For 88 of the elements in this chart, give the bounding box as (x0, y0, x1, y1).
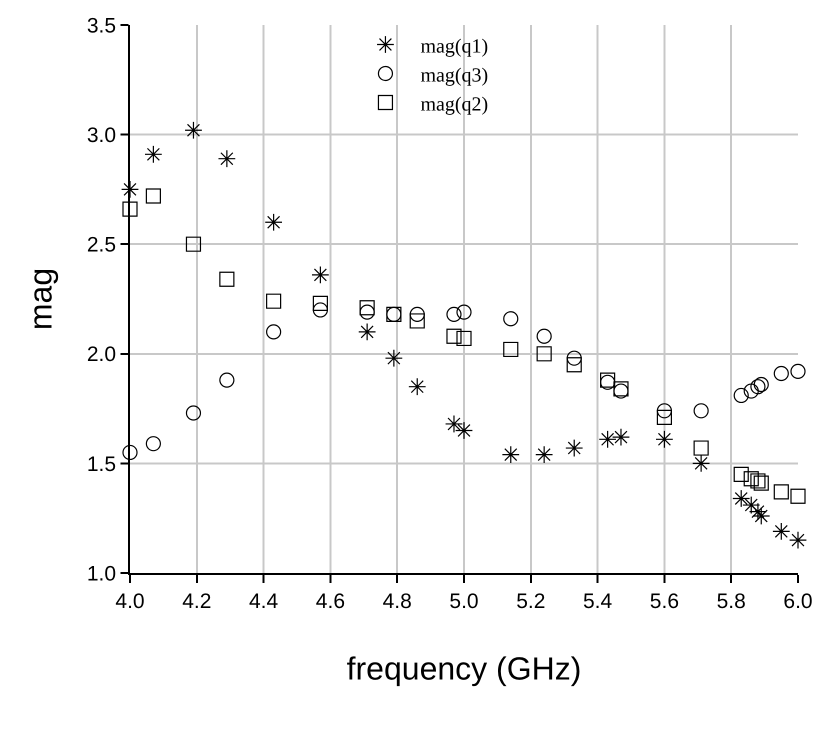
point (456, 330, 472, 346)
point (656, 403, 672, 418)
point (144, 145, 162, 164)
point (455, 422, 473, 440)
point (692, 454, 710, 472)
legend-label: mag(q2) (420, 93, 488, 116)
y-tick-label: 2.5 (86, 234, 116, 257)
y-tick-label: 1.0 (86, 562, 116, 586)
point (503, 311, 518, 326)
point (121, 180, 139, 198)
point (750, 473, 766, 489)
x-tick-label: 5.2 (516, 590, 546, 613)
point (312, 302, 328, 318)
point (502, 446, 520, 464)
x-tick-label: 4.2 (182, 590, 212, 613)
point (146, 188, 161, 204)
legend-label: mag(q1) (420, 35, 488, 58)
point (744, 471, 759, 486)
point (264, 213, 283, 232)
point (219, 272, 234, 287)
x-tick-label: 4.4 (249, 590, 279, 613)
point (444, 414, 463, 433)
point (186, 405, 202, 421)
point (789, 531, 807, 550)
point (446, 306, 462, 322)
point (566, 357, 582, 372)
point (754, 476, 769, 491)
point (790, 364, 806, 379)
point (311, 266, 330, 284)
point (122, 444, 138, 460)
x-tick-label: 5.6 (650, 590, 679, 613)
point (598, 430, 617, 448)
point (456, 304, 472, 320)
point (536, 328, 552, 344)
point (772, 522, 790, 540)
point (446, 328, 462, 344)
point (266, 294, 282, 309)
point (752, 507, 770, 526)
y-tick-label: 3.0 (86, 124, 116, 147)
point (694, 403, 709, 418)
point (565, 439, 584, 458)
point (218, 150, 236, 168)
point (754, 376, 769, 392)
point (694, 440, 709, 456)
point (358, 322, 376, 341)
point (566, 350, 582, 366)
x-tick-label: 6.0 (783, 590, 813, 613)
x-axis-title: frequency (GHz) (346, 650, 582, 686)
x-tick-label: 4.0 (115, 590, 145, 613)
point (184, 121, 202, 140)
point (750, 379, 766, 394)
point (408, 378, 426, 396)
point (734, 388, 749, 404)
point (656, 410, 672, 425)
point (655, 430, 674, 448)
point (219, 372, 234, 388)
point (744, 383, 759, 399)
x-tick-label: 4.8 (382, 590, 412, 613)
point (312, 296, 328, 311)
point (266, 324, 282, 340)
point (774, 366, 789, 382)
point (535, 446, 554, 464)
x-tick-label: 5.0 (449, 590, 479, 613)
point (748, 502, 767, 521)
point (360, 300, 375, 316)
point (410, 306, 425, 322)
point (742, 496, 760, 514)
point (503, 342, 518, 358)
x-tick-label: 4.6 (316, 590, 345, 613)
legend-label: mag(q3) (420, 64, 488, 86)
point (146, 436, 161, 452)
point (360, 304, 375, 320)
point (536, 346, 552, 362)
point (384, 349, 403, 368)
point (774, 484, 789, 500)
point (732, 489, 750, 508)
point (186, 236, 202, 252)
y-tick-label: 2.0 (86, 343, 116, 366)
point (790, 488, 806, 504)
point (410, 313, 425, 329)
y-tick-label: 3.5 (86, 14, 116, 38)
x-tick-label: 5.4 (583, 590, 613, 613)
y-axis-title: mag (22, 268, 59, 330)
y-tick-label: 1.5 (86, 452, 116, 476)
x-tick-label: 5.8 (716, 590, 746, 613)
point (734, 466, 749, 482)
point (612, 428, 630, 446)
point (122, 202, 138, 217)
